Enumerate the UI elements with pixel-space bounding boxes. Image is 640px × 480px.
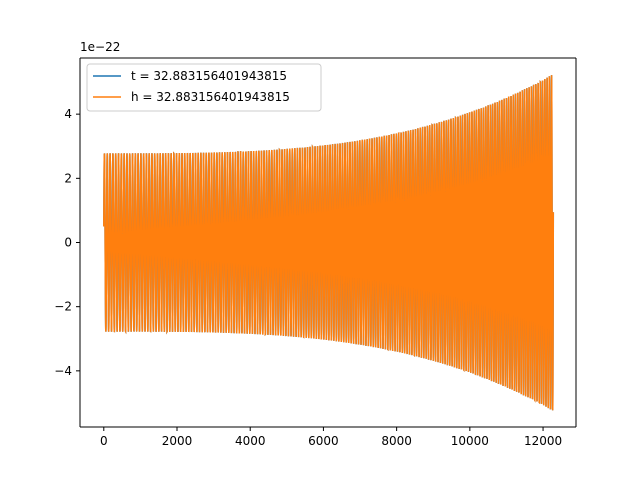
legend-box — [86, 63, 322, 112]
legend: t = 32.883156401943815 h = 32.8831564019… — [86, 63, 322, 112]
x-tick-label: 4000 — [235, 434, 266, 448]
y-offset-label: 1e−22 — [80, 40, 120, 54]
legend-label-series-h: h = 32.883156401943815 — [131, 90, 290, 104]
x-tick-label: 2000 — [162, 434, 193, 448]
y-tick-label: 4 — [64, 107, 72, 121]
x-tick-label: 6000 — [308, 434, 339, 448]
x-tick-label: 12000 — [524, 434, 562, 448]
legend-label-series-t: t = 32.883156401943815 — [131, 69, 287, 83]
y-tick-label: 0 — [64, 236, 72, 250]
series-layer — [103, 75, 555, 411]
x-axis: 0 2000 4000 6000 8000 10000 12000 — [100, 427, 562, 448]
series-line-h — [103, 75, 555, 411]
y-tick-label: −4 — [54, 364, 72, 378]
x-tick-label: 0 — [100, 434, 108, 448]
x-tick-label: 10000 — [451, 434, 489, 448]
y-tick-label: −2 — [54, 300, 72, 314]
x-tick-label: 8000 — [381, 434, 412, 448]
y-tick-label: 2 — [64, 171, 72, 185]
y-axis: −4 −2 0 2 4 — [54, 107, 80, 378]
